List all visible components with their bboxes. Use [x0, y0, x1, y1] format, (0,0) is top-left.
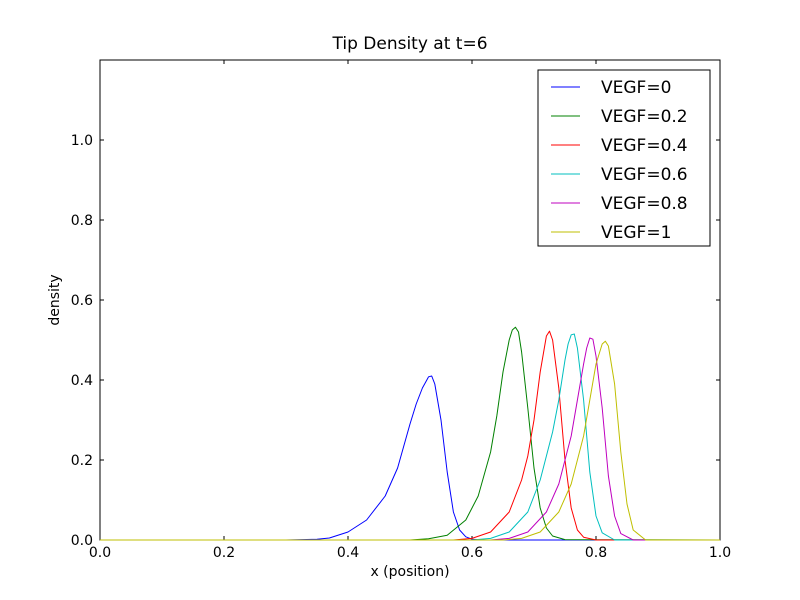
x-axis-label: x (position) — [370, 564, 449, 580]
y-tick-label: 0.0 — [71, 533, 93, 549]
legend-label: VEGF=0.2 — [601, 107, 688, 127]
legend-box — [537, 69, 711, 247]
y-axis-label: density — [47, 274, 63, 325]
legend-label: VEGF=1 — [601, 223, 671, 243]
series-lines — [100, 326, 721, 541]
y-tick-label: 0.4 — [71, 373, 93, 389]
x-tick-label: 1.0 — [709, 545, 731, 561]
series-line — [100, 326, 721, 541]
y-tick-label: 0.6 — [71, 293, 93, 309]
series-line — [100, 333, 720, 541]
tick-labels: 0.0 0.2 0.4 0.6 0.8 1.0 0.0 0.2 0.4 0.6 0.8 1.0 — [71, 133, 731, 561]
legend-label: VEGF=0 — [601, 78, 671, 98]
legend: VEGF=0 VEGF=0.2 VEGF=0.4 VEGF=0.6 VEGF=0.8 VE… — [537, 69, 711, 247]
y-tick-label: 1.0 — [71, 133, 93, 149]
series-line — [100, 340, 720, 541]
series-line — [100, 330, 720, 541]
legend-label: VEGF=0.8 — [601, 194, 688, 214]
x-tick-label: 0.2 — [213, 545, 235, 561]
x-tick-label: 0.6 — [461, 545, 483, 561]
y-tick-label: 0.8 — [71, 213, 93, 229]
legend-label: VEGF=0.4 — [601, 136, 688, 156]
series-line — [100, 337, 720, 541]
legend-label: VEGF=0.6 — [601, 165, 688, 185]
x-tick-label: 0.0 — [89, 545, 111, 561]
series-line — [100, 375, 720, 541]
chart-title: Tip Density at t=6 — [331, 34, 487, 54]
x-tick-label: 0.8 — [585, 545, 607, 561]
legend-items: VEGF=0 VEGF=0.2 VEGF=0.4 VEGF=0.6 VEGF=0.8 VE… — [551, 78, 688, 243]
y-tick-label: 0.2 — [71, 453, 93, 469]
x-tick-label: 0.4 — [337, 545, 359, 561]
